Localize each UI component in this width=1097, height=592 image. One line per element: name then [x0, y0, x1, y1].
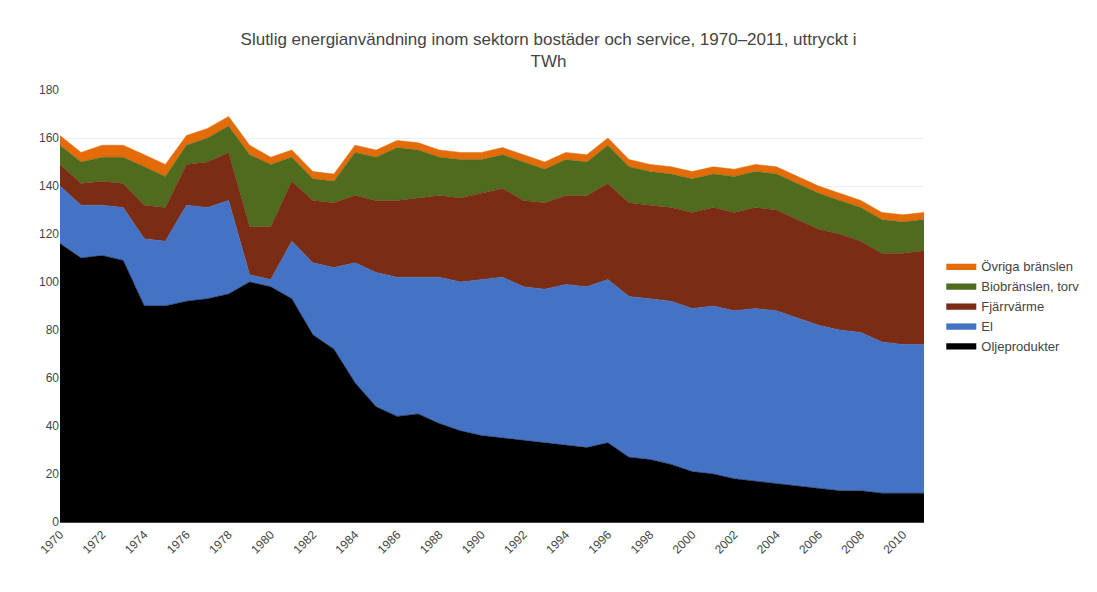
svg-text:1986: 1986	[375, 528, 404, 557]
svg-text:120: 120	[39, 227, 59, 241]
svg-text:1982: 1982	[290, 528, 319, 557]
svg-text:1994: 1994	[543, 528, 572, 557]
svg-text:Oljeprodukter: Oljeprodukter	[981, 339, 1060, 354]
svg-text:Fjärrvärme: Fjärrvärme	[981, 299, 1044, 314]
svg-text:1990: 1990	[459, 528, 488, 557]
svg-text:2000: 2000	[670, 528, 699, 557]
svg-text:El: El	[981, 319, 993, 334]
svg-text:80: 80	[46, 323, 60, 337]
svg-text:1974: 1974	[122, 528, 151, 557]
svg-text:2004: 2004	[754, 528, 783, 557]
svg-text:100: 100	[39, 275, 59, 289]
svg-text:2008: 2008	[838, 528, 867, 557]
svg-text:1976: 1976	[164, 528, 193, 557]
svg-text:20: 20	[46, 467, 60, 481]
svg-text:160: 160	[39, 131, 59, 145]
svg-text:2002: 2002	[712, 528, 741, 557]
svg-text:1972: 1972	[80, 528, 109, 557]
svg-text:60: 60	[46, 371, 60, 385]
svg-text:1980: 1980	[248, 528, 277, 557]
svg-text:1970: 1970	[38, 528, 67, 557]
svg-text:Biobränslen, torv: Biobränslen, torv	[981, 279, 1079, 294]
svg-text:40: 40	[46, 419, 60, 433]
svg-text:0: 0	[52, 515, 59, 529]
svg-text:Slutlig energianvändning inom: Slutlig energianvändning inom sektorn bo…	[241, 30, 857, 71]
svg-text:1998: 1998	[628, 528, 657, 557]
svg-text:1996: 1996	[585, 528, 614, 557]
svg-text:180: 180	[39, 83, 59, 97]
svg-text:1984: 1984	[333, 528, 362, 557]
svg-text:1978: 1978	[206, 528, 235, 557]
svg-text:1988: 1988	[417, 528, 446, 557]
svg-text:1992: 1992	[501, 528, 530, 557]
svg-text:Övriga bränslen: Övriga bränslen	[981, 259, 1073, 274]
svg-text:140: 140	[39, 179, 59, 193]
svg-text:2010: 2010	[881, 528, 910, 557]
svg-text:2006: 2006	[796, 528, 825, 557]
